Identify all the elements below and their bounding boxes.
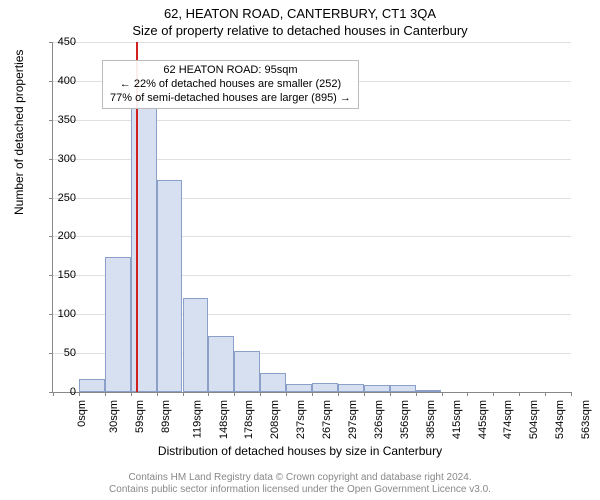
xtick-mark bbox=[79, 392, 80, 396]
histogram-bar bbox=[260, 373, 286, 392]
xtick-label: 356sqm bbox=[399, 400, 411, 439]
xtick-label: 297sqm bbox=[347, 400, 359, 439]
footer-line1: Contains HM Land Registry data © Crown c… bbox=[0, 472, 600, 484]
ytick-label: 450 bbox=[46, 36, 76, 48]
xtick-label: 267sqm bbox=[321, 400, 333, 439]
ytick-label: 100 bbox=[46, 308, 76, 320]
xtick-mark bbox=[312, 392, 313, 396]
xtick-mark bbox=[390, 392, 391, 396]
xtick-label: 119sqm bbox=[191, 400, 203, 438]
xtick-mark bbox=[364, 392, 365, 396]
annotation-line1: 62 HEATON ROAD: 95sqm bbox=[110, 64, 351, 78]
annotation-line2: ← 22% of detached houses are smaller (25… bbox=[110, 78, 351, 92]
xtick-mark bbox=[442, 392, 443, 396]
xtick-label: 89sqm bbox=[160, 400, 172, 433]
xtick-label: 148sqm bbox=[218, 400, 230, 439]
xtick-label: 30sqm bbox=[108, 400, 120, 433]
page-title-address: 62, HEATON ROAD, CANTERBURY, CT1 3QA bbox=[0, 6, 600, 21]
xtick-mark bbox=[208, 392, 209, 396]
xtick-mark bbox=[260, 392, 261, 396]
ytick-label: 250 bbox=[46, 192, 76, 204]
histogram-bar bbox=[390, 385, 416, 392]
xtick-label: 563sqm bbox=[580, 400, 592, 439]
xtick-label: 59sqm bbox=[134, 400, 146, 433]
xtick-label: 415sqm bbox=[451, 400, 463, 439]
histogram-bar bbox=[79, 379, 105, 392]
ytick-label: 200 bbox=[46, 230, 76, 242]
xtick-mark bbox=[338, 392, 339, 396]
xtick-label: 385sqm bbox=[425, 400, 437, 439]
histogram-bar bbox=[157, 180, 183, 392]
xtick-label: 178sqm bbox=[244, 400, 256, 439]
annotation-box: 62 HEATON ROAD: 95sqm ← 22% of detached … bbox=[102, 60, 359, 109]
xtick-label: 534sqm bbox=[554, 400, 566, 439]
histogram-bar bbox=[105, 257, 131, 392]
histogram-bar bbox=[312, 383, 338, 392]
xtick-mark bbox=[286, 392, 287, 396]
histogram-bar bbox=[416, 390, 442, 392]
xtick-label: 474sqm bbox=[503, 400, 515, 439]
histogram-bar bbox=[183, 298, 209, 392]
xtick-mark bbox=[234, 392, 235, 396]
histogram-bar bbox=[208, 336, 234, 392]
ytick-label: 350 bbox=[46, 114, 76, 126]
xtick-mark bbox=[157, 392, 158, 396]
histogram-bar bbox=[234, 351, 260, 392]
ytick-label: 300 bbox=[46, 153, 76, 165]
histogram-bar bbox=[131, 107, 157, 392]
xtick-mark bbox=[519, 392, 520, 396]
xtick-mark bbox=[545, 392, 546, 396]
xtick-mark bbox=[467, 392, 468, 396]
xtick-label: 208sqm bbox=[269, 400, 281, 439]
histogram-bar bbox=[338, 384, 364, 392]
ytick-label: 400 bbox=[46, 75, 76, 87]
xtick-mark bbox=[131, 392, 132, 396]
page-subtitle: Size of property relative to detached ho… bbox=[0, 23, 600, 38]
gridline bbox=[53, 42, 571, 43]
ytick-label: 0 bbox=[46, 386, 76, 398]
ytick-label: 150 bbox=[46, 269, 76, 281]
x-axis-title: Distribution of detached houses by size … bbox=[0, 444, 600, 458]
ytick-label: 50 bbox=[46, 347, 76, 359]
xtick-mark bbox=[105, 392, 106, 396]
xtick-label: 326sqm bbox=[373, 400, 385, 439]
xtick-mark bbox=[493, 392, 494, 396]
xtick-mark bbox=[416, 392, 417, 396]
xtick-label: 445sqm bbox=[477, 400, 489, 439]
footer: Contains HM Land Registry data © Crown c… bbox=[0, 472, 600, 496]
xtick-mark bbox=[571, 392, 572, 396]
xtick-label: 0sqm bbox=[76, 400, 88, 427]
annotation-line3: 77% of semi-detached houses are larger (… bbox=[110, 92, 351, 106]
chart-area: 62 HEATON ROAD: 95sqm ← 22% of detached … bbox=[52, 42, 570, 392]
y-axis-title: Number of detached properties bbox=[12, 50, 26, 215]
xtick-label: 237sqm bbox=[295, 400, 307, 439]
histogram-bar bbox=[364, 385, 390, 392]
xtick-label: 504sqm bbox=[528, 400, 540, 439]
histogram-bar bbox=[286, 384, 312, 392]
xtick-mark bbox=[183, 392, 184, 396]
footer-line2: Contains public sector information licen… bbox=[0, 484, 600, 496]
